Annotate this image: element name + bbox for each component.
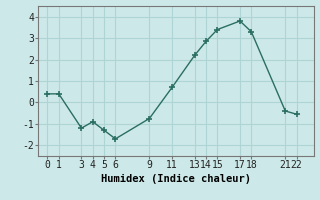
X-axis label: Humidex (Indice chaleur): Humidex (Indice chaleur) xyxy=(101,174,251,184)
